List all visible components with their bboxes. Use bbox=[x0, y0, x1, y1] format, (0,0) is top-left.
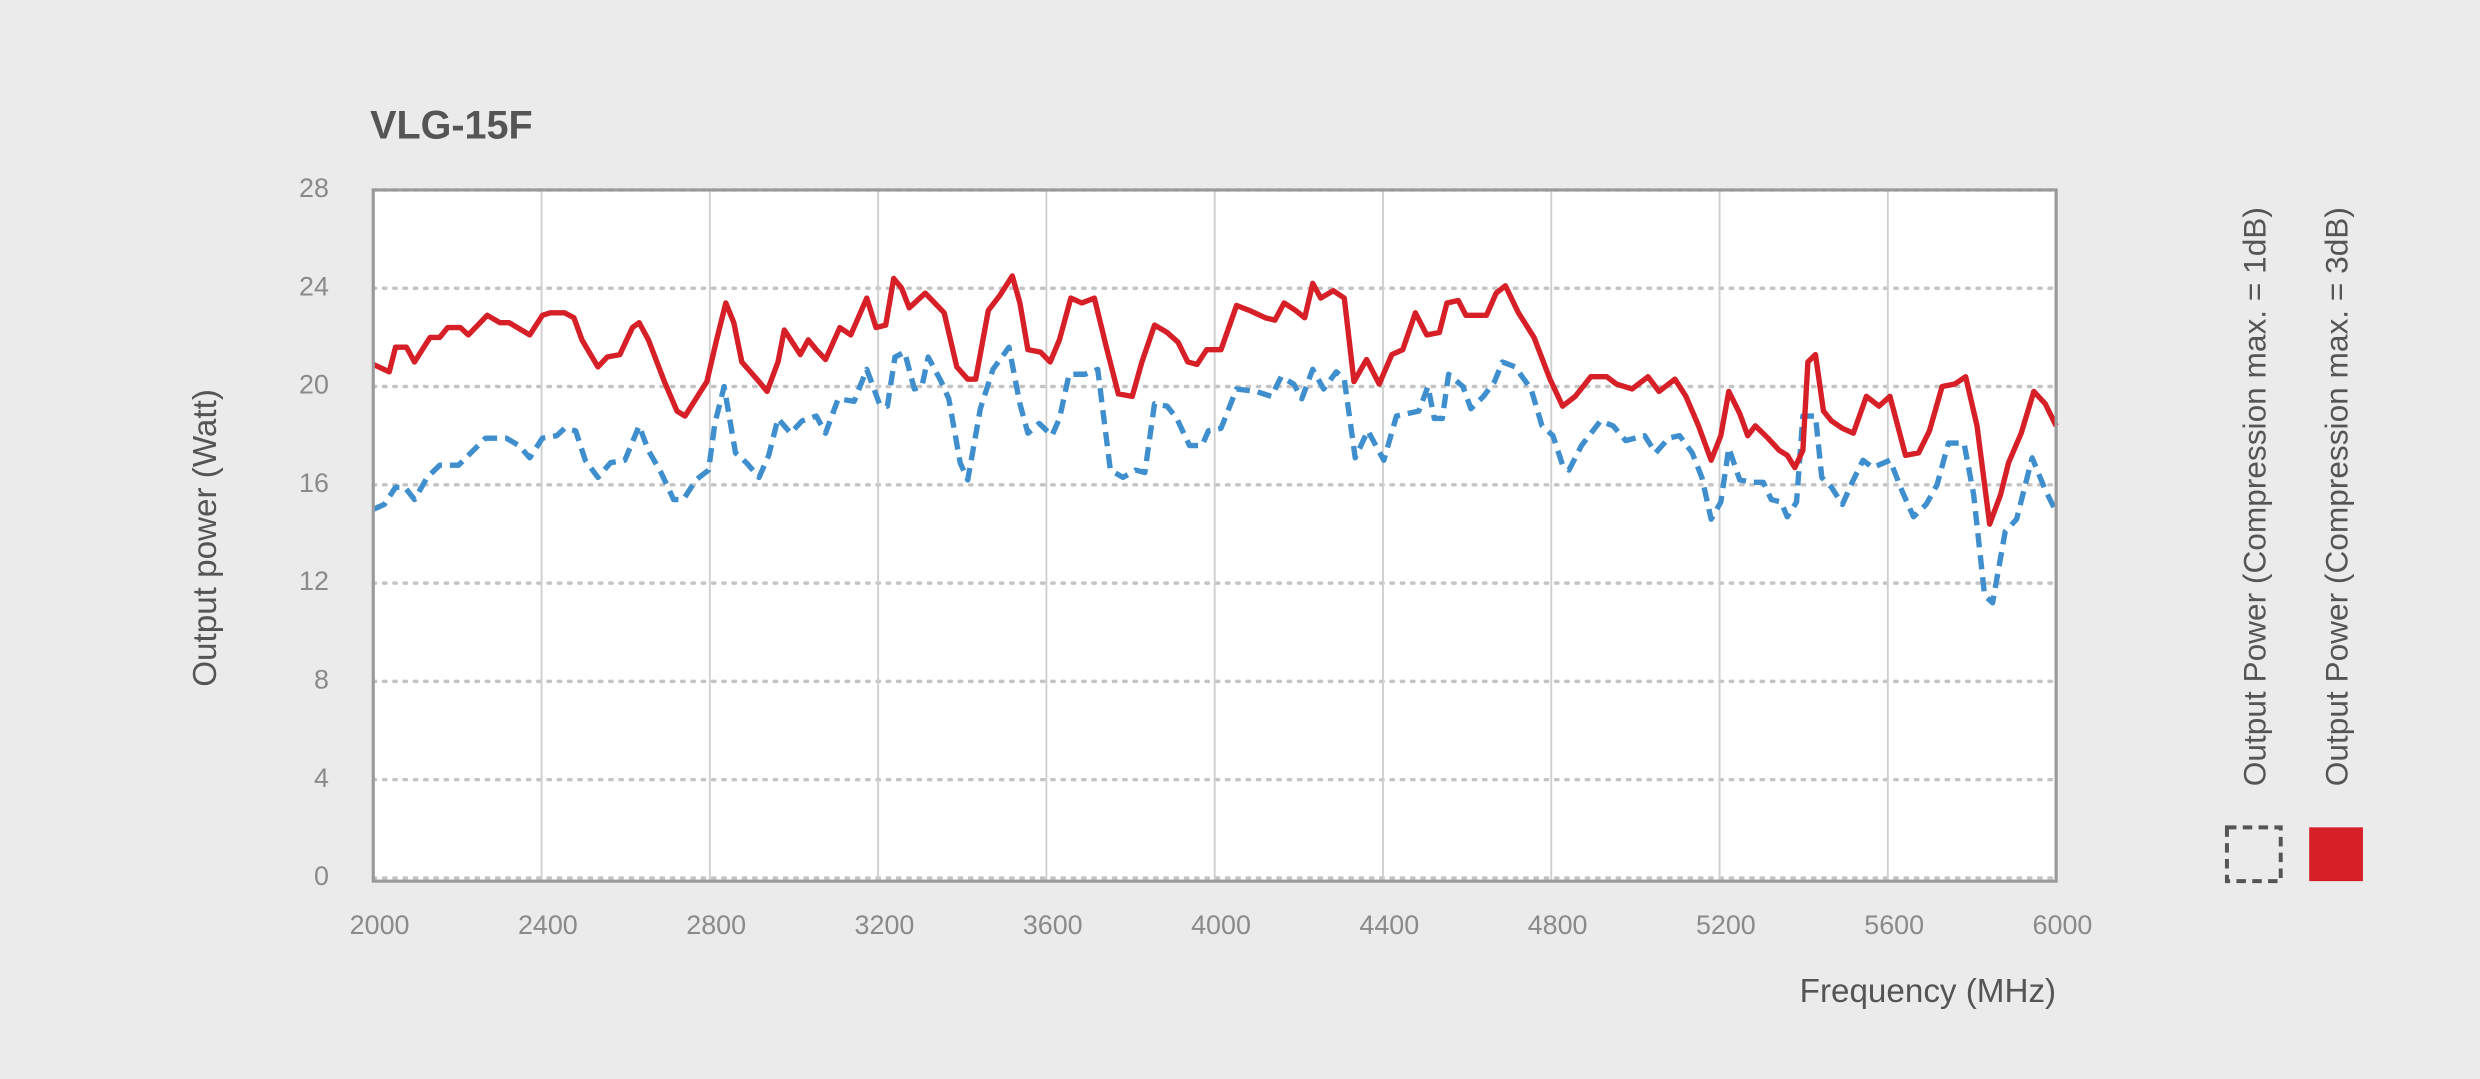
series-line bbox=[372, 344, 2059, 606]
legend-swatch bbox=[2309, 827, 2363, 882]
y-tick-label: 8 bbox=[314, 664, 329, 694]
x-tick-label: 2000 bbox=[350, 910, 410, 940]
x-tick-label: 4400 bbox=[1359, 910, 1419, 940]
x-tick-label: 3600 bbox=[1023, 910, 1083, 940]
y-tick-label: 4 bbox=[314, 763, 329, 793]
y-tick-label: 12 bbox=[299, 566, 329, 596]
x-tick-label: 5200 bbox=[1696, 910, 1756, 940]
legend-swatch bbox=[2224, 825, 2283, 884]
chart-title: VLG-15F bbox=[370, 104, 533, 148]
y-axis-label: Output power (Watt) bbox=[187, 389, 224, 687]
plot-border bbox=[371, 188, 2058, 883]
x-tick-label: 6000 bbox=[2033, 910, 2093, 940]
x-tick-label: 4800 bbox=[1528, 910, 1588, 940]
legend: Output Power (Compression max. = 1dB) Out… bbox=[2224, 207, 2363, 884]
y-tick-label: 20 bbox=[299, 370, 329, 400]
y-tick-label: 28 bbox=[299, 173, 329, 203]
x-tick-label: 4000 bbox=[1191, 910, 1251, 940]
x-tick-label: 5600 bbox=[1864, 910, 1924, 940]
series-line bbox=[372, 273, 2059, 527]
legend-label: Output Power (Compression max. = 3dB) bbox=[2319, 207, 2355, 786]
plot-lines bbox=[372, 273, 2059, 606]
y-tick-label: 16 bbox=[299, 468, 329, 498]
y-tick-label: 0 bbox=[314, 861, 329, 891]
x-tick-label: 2400 bbox=[518, 910, 578, 940]
x-tick-label: 3200 bbox=[855, 910, 915, 940]
x-tick-label: 2800 bbox=[686, 910, 746, 940]
legend-label: Output Power (Compression max. = 1dB) bbox=[2236, 207, 2272, 786]
y-tick-label: 24 bbox=[299, 271, 329, 301]
x-axis-label: Frequency (MHz) bbox=[1800, 973, 2056, 1010]
